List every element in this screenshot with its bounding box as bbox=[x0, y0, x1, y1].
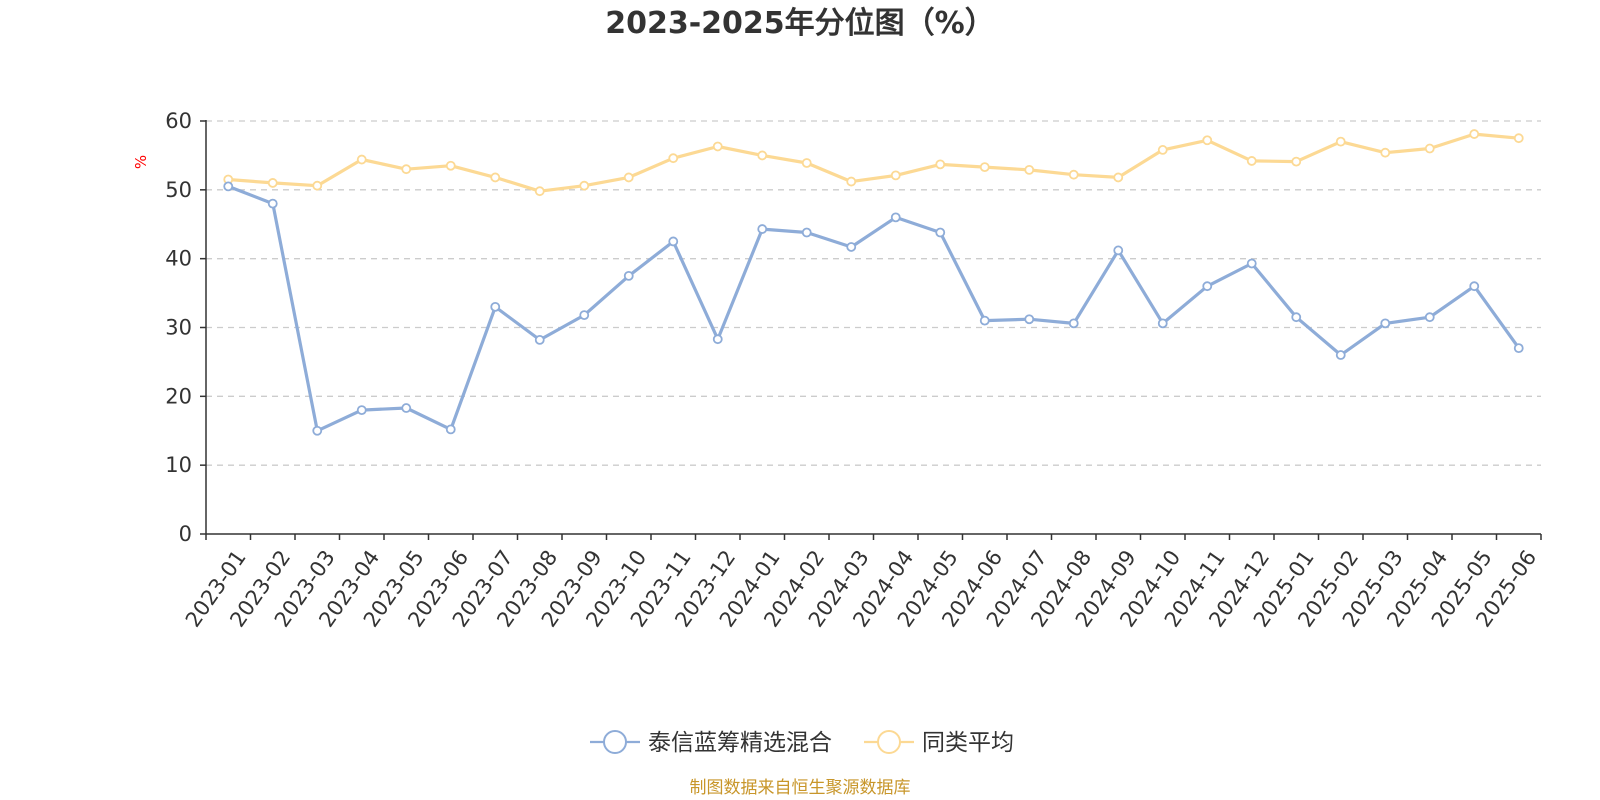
legend-marker-icon bbox=[878, 731, 900, 753]
series-1 bbox=[224, 130, 1523, 195]
data-point[interactable] bbox=[847, 243, 855, 251]
data-point[interactable] bbox=[1203, 136, 1211, 144]
data-point[interactable] bbox=[269, 200, 277, 208]
data-point[interactable] bbox=[580, 311, 588, 319]
data-point[interactable] bbox=[1248, 259, 1256, 267]
chart-title: 2023-2025年分位图（%） bbox=[605, 6, 995, 41]
data-point[interactable] bbox=[491, 303, 499, 311]
data-point[interactable] bbox=[1426, 145, 1434, 153]
data-point[interactable] bbox=[580, 182, 588, 190]
data-point[interactable] bbox=[669, 154, 677, 162]
data-point[interactable] bbox=[1248, 157, 1256, 165]
data-point[interactable] bbox=[892, 171, 900, 179]
data-point[interactable] bbox=[1070, 171, 1078, 179]
data-point[interactable] bbox=[447, 162, 455, 170]
data-point[interactable] bbox=[1070, 319, 1078, 327]
data-source-note: 制图数据来自恒生聚源数据库 bbox=[690, 778, 911, 798]
y-tick-label: 20 bbox=[165, 384, 192, 408]
data-point[interactable] bbox=[1159, 319, 1167, 327]
y-tick-label: 0 bbox=[179, 522, 192, 546]
series-line bbox=[228, 134, 1519, 191]
data-point[interactable] bbox=[714, 142, 722, 150]
data-point[interactable] bbox=[1114, 173, 1122, 181]
data-point[interactable] bbox=[447, 425, 455, 433]
data-point[interactable] bbox=[1515, 134, 1523, 142]
data-point[interactable] bbox=[758, 151, 766, 159]
y-tick-label: 60 bbox=[165, 109, 192, 133]
data-point[interactable] bbox=[669, 237, 677, 245]
data-point[interactable] bbox=[1337, 351, 1345, 359]
data-point[interactable] bbox=[981, 317, 989, 325]
data-point[interactable] bbox=[714, 335, 722, 343]
legend-marker-icon bbox=[604, 731, 626, 753]
legend-item-1[interactable]: 同类平均 bbox=[864, 730, 1014, 756]
data-point[interactable] bbox=[402, 404, 410, 412]
data-point[interactable] bbox=[936, 229, 944, 237]
series-line bbox=[228, 186, 1519, 430]
data-point[interactable] bbox=[1426, 313, 1434, 321]
data-point[interactable] bbox=[1337, 138, 1345, 146]
data-point[interactable] bbox=[313, 427, 321, 435]
data-point[interactable] bbox=[936, 160, 944, 168]
data-point[interactable] bbox=[625, 272, 633, 280]
data-point[interactable] bbox=[892, 213, 900, 221]
data-point[interactable] bbox=[1381, 319, 1389, 327]
legend[interactable]: 泰信蓝筹精选混合 同类平均 bbox=[590, 730, 1014, 756]
data-point[interactable] bbox=[269, 179, 277, 187]
data-point[interactable] bbox=[1114, 246, 1122, 254]
y-tick-label: 10 bbox=[165, 453, 192, 477]
data-point[interactable] bbox=[358, 156, 366, 164]
y-tick-label: 30 bbox=[165, 316, 192, 340]
data-point[interactable] bbox=[981, 163, 989, 171]
y-axis-label: % bbox=[132, 155, 150, 169]
series-lines bbox=[224, 130, 1523, 435]
data-point[interactable] bbox=[803, 229, 811, 237]
legend-item-0[interactable]: 泰信蓝筹精选混合 bbox=[590, 730, 832, 756]
data-point[interactable] bbox=[1203, 282, 1211, 290]
legend-label: 泰信蓝筹精选混合 bbox=[648, 730, 832, 756]
data-point[interactable] bbox=[1159, 146, 1167, 154]
data-point[interactable] bbox=[1515, 344, 1523, 352]
y-tick-label: 40 bbox=[165, 247, 192, 271]
data-point[interactable] bbox=[491, 173, 499, 181]
data-point[interactable] bbox=[1025, 315, 1033, 323]
data-point[interactable] bbox=[402, 165, 410, 173]
data-point[interactable] bbox=[536, 336, 544, 344]
data-point[interactable] bbox=[625, 173, 633, 181]
data-point[interactable] bbox=[758, 225, 766, 233]
y-tick-label: 50 bbox=[165, 178, 192, 202]
data-point[interactable] bbox=[847, 178, 855, 186]
data-point[interactable] bbox=[1025, 166, 1033, 174]
data-point[interactable] bbox=[224, 182, 232, 190]
data-point[interactable] bbox=[1292, 158, 1300, 166]
data-point[interactable] bbox=[1292, 313, 1300, 321]
data-point[interactable] bbox=[803, 159, 811, 167]
data-point[interactable] bbox=[1470, 130, 1478, 138]
legend-label: 同类平均 bbox=[922, 730, 1014, 756]
data-point[interactable] bbox=[358, 406, 366, 414]
data-point[interactable] bbox=[1470, 282, 1478, 290]
data-point[interactable] bbox=[536, 187, 544, 195]
axes: 01020304050602023-012023-022023-032023-0… bbox=[165, 109, 1541, 631]
data-point[interactable] bbox=[313, 182, 321, 190]
data-point[interactable] bbox=[1381, 149, 1389, 157]
